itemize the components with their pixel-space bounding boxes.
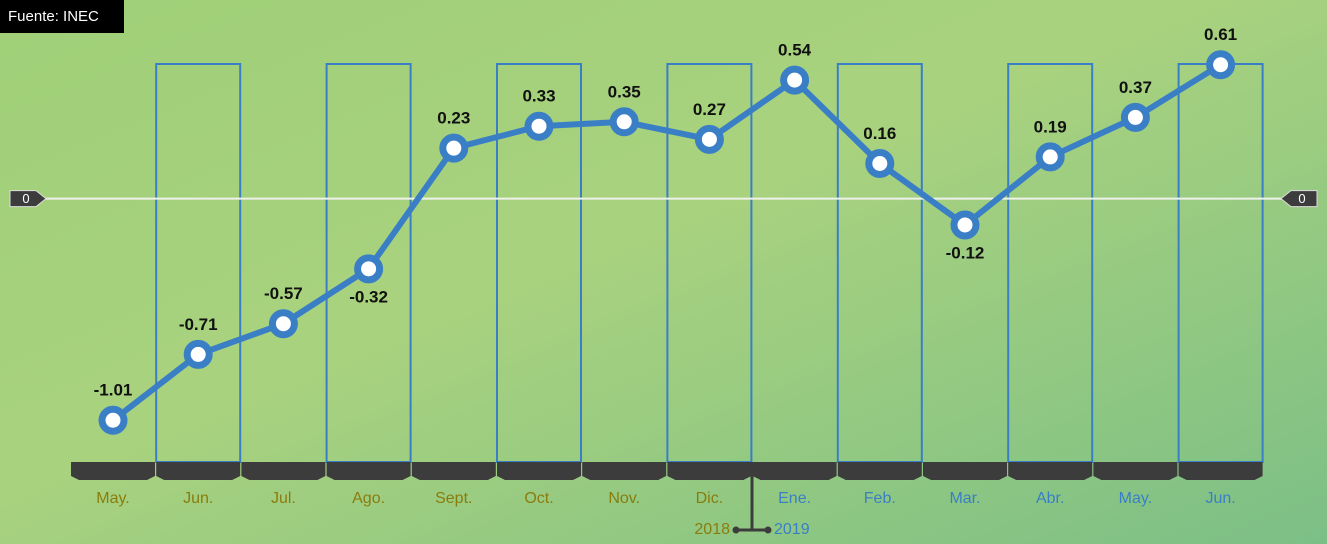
x-tick-label: Jul. xyxy=(271,490,296,507)
data-label: 0.35 xyxy=(608,82,641,101)
category-tab xyxy=(412,462,496,480)
data-label: 0.33 xyxy=(522,87,555,106)
marker xyxy=(698,128,720,150)
x-tick-label: Feb. xyxy=(864,490,896,507)
marker xyxy=(272,313,294,335)
data-label: 0.37 xyxy=(1119,78,1152,97)
category-tab xyxy=(497,462,581,480)
category-tab xyxy=(667,462,751,480)
category-tab xyxy=(923,462,1007,480)
marker xyxy=(869,153,891,175)
year-dot xyxy=(733,527,740,534)
x-tick-label: Jun. xyxy=(183,490,213,507)
x-tick-label: Dic. xyxy=(696,490,724,507)
data-label: -1.01 xyxy=(94,381,133,400)
marker xyxy=(1039,146,1061,168)
data-label: 0.54 xyxy=(778,41,812,60)
x-tick-label: Nov. xyxy=(608,490,640,507)
data-label: 0.19 xyxy=(1034,117,1067,136)
category-tab xyxy=(1179,462,1263,480)
category-tab xyxy=(1093,462,1177,480)
x-tick-label: Mar. xyxy=(949,490,980,507)
x-tick-label: May. xyxy=(1119,490,1152,507)
marker xyxy=(784,69,806,91)
marker xyxy=(528,115,550,137)
marker xyxy=(1124,106,1146,128)
data-label: 0.23 xyxy=(437,109,470,128)
data-label: 0.27 xyxy=(693,100,726,119)
year-label: 2019 xyxy=(774,521,810,538)
y-tick-label: 0 xyxy=(1298,191,1305,206)
year-dot xyxy=(765,527,772,534)
marker xyxy=(613,111,635,133)
data-label: -0.32 xyxy=(349,287,388,306)
x-tick-label: Ene. xyxy=(778,490,811,507)
x-tick-label: Abr. xyxy=(1036,490,1064,507)
x-tick-label: May. xyxy=(96,490,129,507)
category-tab xyxy=(241,462,325,480)
data-label: -0.12 xyxy=(946,243,985,262)
data-label: -0.71 xyxy=(179,315,218,334)
category-tab xyxy=(156,462,240,480)
data-label: -0.57 xyxy=(264,284,303,303)
x-tick-label: Jun. xyxy=(1205,490,1235,507)
marker xyxy=(1210,54,1232,76)
category-tab xyxy=(327,462,411,480)
chart: Fuente: INEC 0 0 May. Jun. Jul. Ago. Sept. Oct.… xyxy=(0,0,1327,544)
x-tick-label: Oct. xyxy=(524,490,553,507)
marker xyxy=(102,409,124,431)
category-tab xyxy=(753,462,837,480)
category-tab xyxy=(582,462,666,480)
marker xyxy=(187,343,209,365)
marker xyxy=(443,137,465,159)
y-tick-label: 0 xyxy=(22,191,29,206)
marker xyxy=(358,258,380,280)
x-tick-label: Sept. xyxy=(435,490,472,507)
data-label: 0.16 xyxy=(863,124,896,143)
x-tick-label: Ago. xyxy=(352,490,385,507)
category-tab xyxy=(838,462,922,480)
year-label: 2018 xyxy=(694,521,730,538)
category-tab xyxy=(71,462,155,480)
category-tab xyxy=(1008,462,1092,480)
marker xyxy=(954,214,976,236)
data-label: 0.61 xyxy=(1204,25,1237,44)
source: Fuente: INEC xyxy=(8,8,99,25)
